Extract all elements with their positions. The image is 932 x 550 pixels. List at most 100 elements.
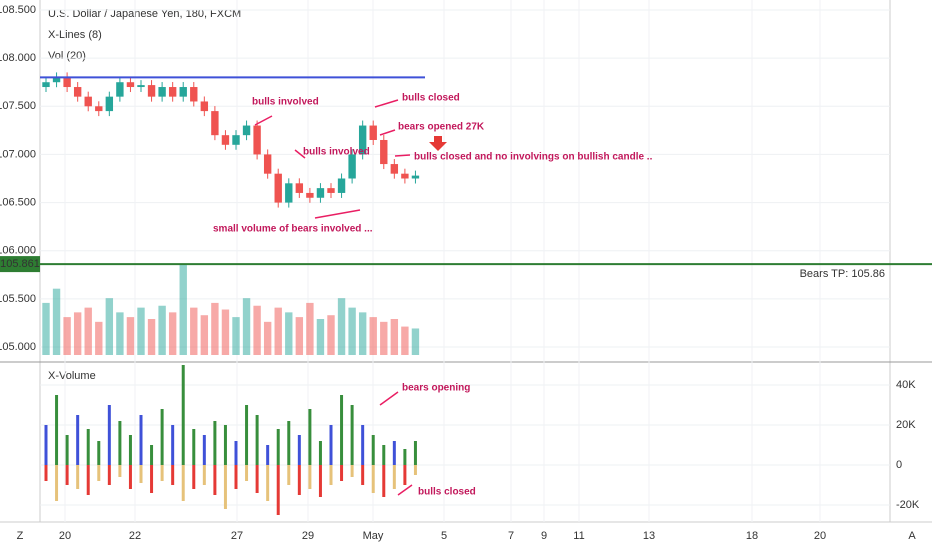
- xvol-down: [392, 465, 396, 489]
- y-tick-label: 108.500: [0, 4, 36, 16]
- candle: [42, 82, 50, 88]
- volume-bar: [390, 319, 399, 355]
- volume-bar: [295, 317, 304, 355]
- xvol-up: [86, 429, 90, 465]
- candle: [337, 178, 346, 193]
- candle: [221, 135, 230, 145]
- annotation-pointer: [314, 209, 361, 219]
- candle: [147, 85, 156, 97]
- annotation: small volume of bears involved ...: [213, 224, 373, 235]
- xvol-down: [266, 465, 270, 501]
- xvol-down: [86, 465, 90, 495]
- x-tick-label: 13: [643, 530, 655, 542]
- xvol-down: [171, 465, 175, 485]
- candle: [84, 96, 92, 107]
- volume-bar: [316, 319, 325, 355]
- xvol-up: [202, 435, 206, 465]
- corner-label[interactable]: A: [908, 530, 916, 542]
- xvol-down: [276, 465, 280, 515]
- volume-bar: [126, 317, 135, 355]
- xvol-up: [44, 425, 48, 465]
- candle: [116, 82, 124, 97]
- y2-tick-label: 0: [896, 459, 902, 471]
- y-tick-label: 107.500: [0, 100, 36, 112]
- volume-bar: [411, 328, 420, 355]
- annotation-pointer: [374, 99, 399, 108]
- volume-bar: [274, 307, 282, 355]
- xvol-down: [245, 465, 249, 481]
- volume-bar: [211, 302, 219, 355]
- candle: [316, 188, 325, 198]
- volume-bar: [242, 298, 251, 355]
- annotation: bulls closed and no involvings on bullis…: [414, 152, 653, 163]
- candle: [358, 125, 367, 155]
- annotation-pointer: [294, 149, 306, 159]
- volume-bar: [63, 317, 71, 355]
- candle: [179, 87, 187, 97]
- candle: [158, 87, 166, 97]
- xvol-down: [382, 465, 386, 497]
- xvol-up: [107, 405, 111, 465]
- symbol-title: U.S. Dollar / Japanese Yen, 180, FXCM: [48, 8, 241, 20]
- xvol-down: [329, 465, 333, 485]
- xvol-down: [160, 465, 164, 481]
- xvol-down: [287, 465, 291, 485]
- volume-bar: [137, 307, 145, 355]
- candle: [348, 154, 356, 179]
- xvol-down: [255, 465, 259, 493]
- y2-tick-label: 40K: [896, 379, 916, 391]
- candle: [232, 135, 240, 145]
- xvol-down: [350, 465, 354, 477]
- x-tick-label: 27: [231, 530, 243, 542]
- arrow-marker: [429, 136, 447, 151]
- x-tick-label: 7: [508, 530, 514, 542]
- candle: [126, 82, 135, 88]
- xvol-up: [413, 441, 417, 465]
- pane-title: X-Volume: [48, 370, 96, 382]
- indicator-label: X-Lines (8): [48, 29, 102, 41]
- xvol-up: [308, 409, 312, 465]
- xvol-up: [392, 441, 396, 465]
- xvol-up: [97, 441, 101, 465]
- candle: [168, 87, 177, 97]
- xvol-up: [361, 425, 365, 465]
- candle: [411, 175, 420, 179]
- annotation: bulls involved: [252, 97, 319, 108]
- candle: [274, 173, 282, 203]
- candle: [95, 106, 103, 112]
- volume-bar: [263, 321, 272, 355]
- candle: [380, 139, 388, 165]
- xvol-down: [118, 465, 122, 477]
- xvol-up: [318, 441, 322, 465]
- candle: [52, 77, 61, 83]
- corner-label[interactable]: Z: [17, 530, 24, 542]
- y2-tick-label: 20K: [896, 419, 916, 431]
- x-tick-label: 20: [59, 530, 71, 542]
- volume-bar: [380, 321, 388, 355]
- indicator-label: Vol (20): [48, 50, 86, 62]
- volume-bar: [306, 302, 314, 355]
- y-tick-label: 105.500: [0, 293, 36, 305]
- candle: [200, 101, 209, 112]
- candle: [242, 125, 251, 136]
- volume-bar: [200, 315, 209, 355]
- annotation-pointer: [379, 391, 399, 406]
- xvol-down: [107, 465, 111, 485]
- xvol-up: [276, 429, 280, 465]
- annotation-pointer: [254, 115, 273, 126]
- candle: [306, 192, 314, 198]
- volume-bar: [73, 312, 82, 355]
- volume-bar: [52, 288, 61, 355]
- xvol-down: [76, 465, 80, 489]
- xvol-up: [160, 409, 164, 465]
- xvol-down: [213, 465, 217, 495]
- x-tick-label: May: [363, 530, 384, 542]
- xvol-down: [308, 465, 312, 489]
- volume-bar: [190, 307, 198, 355]
- candle: [137, 85, 145, 88]
- xvol-up: [213, 421, 217, 465]
- volume-bar: [147, 319, 156, 355]
- xvol-up: [223, 425, 227, 465]
- volume-bar: [358, 312, 367, 355]
- volume-bar: [84, 307, 92, 355]
